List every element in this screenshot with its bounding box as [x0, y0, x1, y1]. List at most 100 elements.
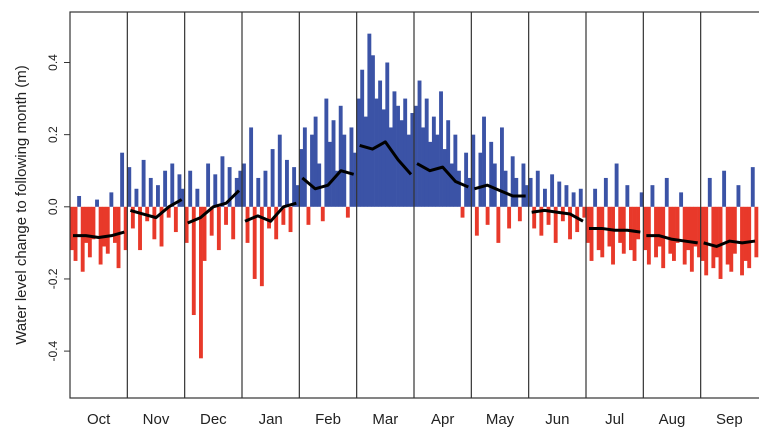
bar — [256, 177, 261, 207]
bar — [374, 98, 379, 207]
trend-line — [187, 189, 241, 225]
bar — [618, 206, 623, 243]
bar — [91, 206, 96, 240]
bar — [113, 206, 117, 243]
bar — [446, 120, 451, 207]
bar — [299, 149, 304, 207]
bar — [578, 188, 583, 207]
bar — [313, 116, 318, 207]
x-tick-label: Apr — [431, 411, 454, 428]
bar — [449, 163, 454, 207]
bar — [482, 116, 486, 207]
x-tick-label: Aug — [659, 411, 686, 428]
bar — [403, 98, 408, 207]
bar — [722, 170, 727, 207]
bar — [148, 177, 153, 207]
bar — [410, 113, 415, 207]
bar — [489, 141, 494, 207]
bar — [363, 116, 368, 207]
bar — [163, 170, 168, 207]
bar — [435, 134, 440, 207]
bar — [285, 159, 289, 207]
bar — [388, 127, 393, 207]
bar — [277, 134, 282, 207]
x-tick-label: Sep — [716, 411, 743, 428]
bar — [750, 167, 755, 207]
bar — [657, 206, 662, 247]
bar — [98, 206, 103, 265]
bar — [543, 188, 547, 207]
bar — [593, 188, 598, 207]
bar — [675, 206, 680, 243]
bar — [220, 156, 225, 207]
bar — [743, 206, 748, 261]
bar — [417, 80, 422, 207]
bar — [711, 206, 716, 269]
bar — [564, 185, 569, 207]
bar — [130, 206, 135, 229]
bar — [116, 206, 121, 269]
x-tick-label: Feb — [315, 411, 341, 428]
x-tick-label: Jan — [259, 411, 283, 428]
bar — [643, 206, 648, 251]
bar — [371, 55, 375, 207]
bar — [636, 206, 641, 240]
bar — [686, 206, 691, 251]
bar — [453, 134, 458, 207]
bar — [184, 206, 189, 243]
bar — [295, 185, 300, 207]
bar — [320, 206, 325, 222]
bar — [120, 152, 125, 207]
bar — [288, 206, 293, 233]
bar — [707, 177, 712, 207]
bar — [331, 120, 336, 207]
bar — [414, 105, 418, 207]
bar — [535, 170, 540, 207]
plot-frame — [69, 11, 759, 399]
bar — [532, 206, 537, 229]
bar — [109, 192, 114, 207]
bar — [87, 206, 92, 258]
bar — [252, 206, 257, 279]
bar — [238, 170, 243, 207]
bar — [528, 177, 533, 207]
bar — [360, 69, 365, 207]
bar — [267, 206, 271, 229]
trend-line — [703, 239, 756, 248]
bar — [349, 127, 354, 207]
bar — [492, 163, 497, 207]
y-axis-label: Water level change to following month (m… — [13, 65, 30, 345]
bar — [693, 206, 698, 247]
y-tick-label: -0.2 — [46, 268, 60, 289]
bar — [324, 98, 329, 207]
x-tick-label: Jul — [605, 411, 624, 428]
bar — [281, 206, 286, 225]
bar — [292, 167, 297, 207]
bar — [682, 206, 687, 265]
bar — [478, 152, 483, 207]
bar — [600, 206, 605, 258]
bar — [306, 206, 311, 225]
bar — [317, 163, 322, 207]
bar — [589, 206, 594, 261]
bar — [639, 192, 644, 207]
bar — [141, 159, 146, 207]
bar — [611, 206, 615, 265]
bar — [188, 170, 193, 207]
bar — [177, 174, 182, 207]
bar — [582, 206, 587, 218]
trend-line — [129, 198, 183, 220]
trend-line — [589, 226, 641, 234]
bar — [614, 163, 619, 207]
bar — [603, 177, 608, 207]
bar — [668, 206, 673, 254]
bar — [70, 206, 74, 251]
bar — [471, 134, 476, 207]
bar — [102, 206, 107, 247]
bar — [356, 98, 361, 207]
y-tick-label: 0.2 — [46, 126, 60, 143]
bar — [231, 206, 236, 240]
bar — [335, 170, 340, 207]
bar — [557, 181, 562, 207]
bar — [503, 170, 508, 207]
